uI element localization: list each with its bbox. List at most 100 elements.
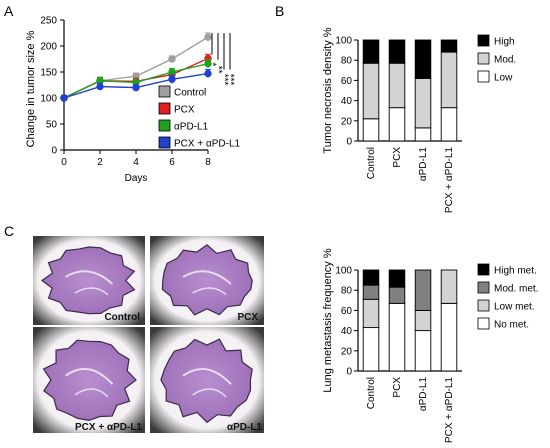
- data-point: [204, 33, 212, 41]
- series-3: [60, 68, 212, 102]
- legend-label: No met.: [494, 320, 529, 331]
- bar-segment: [362, 298, 380, 329]
- y-tick-label: 50: [46, 120, 58, 131]
- legend-swatch: [477, 281, 490, 294]
- y-tick-label: 20: [341, 346, 353, 357]
- y-tick-label: 40: [341, 326, 353, 337]
- legend-swatch: [158, 136, 171, 149]
- legend-swatch: [477, 34, 490, 47]
- bar-segment: [388, 302, 406, 372]
- tissue-fold: [74, 287, 109, 296]
- micrograph-grid: Control PCX PCX + αPD-L1 αPD-L1: [33, 236, 264, 433]
- y-tick-label: 250: [40, 16, 57, 27]
- y-tick-label: 60: [341, 76, 353, 87]
- tumor-growth-legend: Control PCX αPD-L1 PCX + αPD-L1: [158, 85, 241, 150]
- x-category-label: Control: [366, 377, 377, 409]
- x-category-label: PCX: [392, 147, 403, 168]
- tissue-section: [42, 339, 137, 422]
- x-tick-label: 4: [133, 157, 139, 168]
- bar-segment: [440, 302, 458, 372]
- tumor-growth-significance: *********: [207, 33, 236, 85]
- panel-letter-a: A: [4, 3, 14, 19]
- bar-segment: [440, 39, 458, 53]
- bar-segment: [414, 77, 432, 129]
- tissue-fold: [74, 388, 109, 398]
- tissue-section: [160, 338, 253, 424]
- data-point: [132, 83, 140, 92]
- legend-swatch: [477, 70, 490, 83]
- bar-segment: [362, 284, 380, 300]
- legend-label: PCX: [174, 105, 195, 116]
- tumor-growth-axes: 0 50 100 150 200 250 0 2 4 6 8 Days Change in tumor …: [25, 16, 211, 185]
- data-point: [204, 59, 212, 68]
- micrograph-label: PCX: [237, 312, 258, 323]
- bar-segment: [362, 39, 380, 64]
- panel-letter-c: C: [4, 223, 14, 239]
- legend-swatch: [477, 52, 490, 65]
- legend-label: Control: [174, 88, 206, 99]
- bar-segment: [362, 118, 380, 142]
- y-tick-label: 200: [40, 42, 57, 53]
- tissue-section: [161, 244, 253, 316]
- bar-segment: [388, 286, 406, 304]
- legend-label: PCX + αPD-L1: [174, 139, 241, 150]
- micrograph-2: PCX + αPD-L1: [33, 327, 145, 433]
- legend-swatch: [158, 102, 171, 115]
- bar-segment: [414, 330, 432, 372]
- bar-segment: [388, 39, 406, 64]
- legend-label: Mod. met.: [494, 284, 538, 295]
- x-category-label: PCX + αPD-L1: [444, 147, 455, 214]
- bar-segment: [414, 39, 432, 79]
- bar-segment: [388, 107, 406, 142]
- micrograph-0: Control: [33, 236, 145, 325]
- data-point: [168, 55, 176, 63]
- legend-label: Mod.: [494, 55, 516, 66]
- legend-label: High met.: [494, 266, 537, 277]
- tissue-fold: [64, 270, 114, 285]
- data-point: [60, 94, 68, 102]
- bar-segment: [414, 269, 432, 311]
- y-tick-label: 150: [40, 68, 57, 79]
- bar-segment: [362, 269, 380, 286]
- data-point: [96, 82, 104, 91]
- legend-label: Low: [494, 73, 513, 84]
- micrograph-label: Control: [104, 312, 140, 323]
- tissue-section: [40, 246, 136, 315]
- y-axis-title: Change in tumor size %: [25, 30, 37, 147]
- data-point: [168, 68, 176, 76]
- tissue-fold: [182, 368, 232, 385]
- y-axis-title: Lung metastasis frequency %: [322, 248, 334, 393]
- legend-label: Low met.: [494, 302, 535, 313]
- bar-segment: [388, 269, 406, 288]
- x-category-label: Control: [366, 147, 377, 179]
- tissue-fold: [192, 287, 227, 296]
- y-tick-label: 80: [341, 286, 353, 297]
- significance-marker: ***: [225, 74, 236, 86]
- bar-segment: [362, 327, 380, 372]
- y-tick-label: 100: [40, 94, 57, 105]
- legend-swatch: [477, 299, 490, 312]
- x-tick-label: 8: [205, 157, 211, 168]
- tissue-fold: [182, 270, 232, 285]
- y-tick-label: 40: [341, 96, 353, 107]
- micrograph-label: PCX + αPD-L1: [75, 422, 142, 433]
- bar-segment: [440, 107, 458, 142]
- y-tick-label: 0: [346, 137, 352, 148]
- y-tick-label: 60: [341, 306, 353, 317]
- x-tick-label: 6: [169, 157, 175, 168]
- y-tick-label: 0: [346, 367, 352, 378]
- x-category-label: PCX: [392, 377, 403, 398]
- legend-swatch: [158, 85, 171, 98]
- panel-letter-b: B: [275, 3, 284, 19]
- micrograph-label: αPD-L1: [227, 422, 262, 433]
- legend-swatch: [477, 317, 490, 330]
- bar-segment: [440, 269, 458, 304]
- bar-segment: [414, 309, 432, 332]
- bar-segment: [362, 62, 380, 120]
- micrograph-3: αPD-L1: [150, 327, 264, 433]
- significance-marker: **: [213, 66, 224, 74]
- y-tick-label: 20: [341, 116, 353, 127]
- legend-label: αPD-L1: [174, 122, 209, 133]
